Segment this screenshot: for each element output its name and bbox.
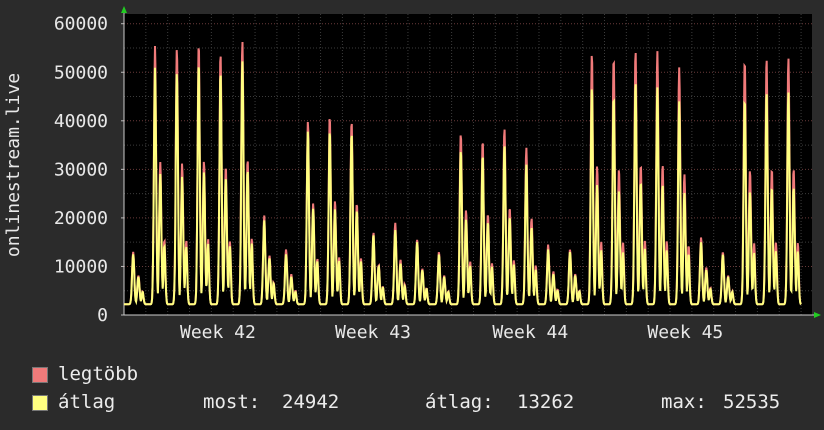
legend-swatch-legtobb <box>32 367 48 383</box>
y-tick-label: 40000 <box>54 111 108 132</box>
stat-max-label: max: <box>661 391 707 413</box>
legend-swatch-atlag <box>32 395 48 411</box>
stat-max-value: 52535 <box>723 391 781 413</box>
legend-label-legtobb: legtöbb <box>58 363 139 385</box>
y-tick-label: 30000 <box>54 159 108 180</box>
stat-most-label: most: <box>203 391 261 413</box>
y-tick-label: 0 <box>97 305 108 326</box>
y-tick-label: 50000 <box>54 62 108 83</box>
legend-label-atlag: átlag <box>58 391 116 413</box>
stat-most-value: 24942 <box>282 391 340 413</box>
stat-atlag-label: átlag: <box>425 391 494 413</box>
chart-svg: 0 10000 20000 30000 40000 50000 60000 Week 42 W… <box>3 6 821 343</box>
y-axis-label: onlinestream.live <box>3 73 24 257</box>
y-axis-arrow-icon <box>121 6 127 13</box>
x-tick-label: Week 43 <box>335 322 411 343</box>
x-tick-label: Week 45 <box>647 322 723 343</box>
y-tick-label: 10000 <box>54 256 108 277</box>
y-tick-label: 60000 <box>54 14 108 35</box>
x-axis-arrow-icon <box>814 312 821 318</box>
x-tick-label: Week 42 <box>180 322 256 343</box>
series-line-atlag <box>124 61 802 306</box>
stat-atlag-value: 13262 <box>517 391 575 413</box>
y-tick-label: 20000 <box>54 208 108 229</box>
x-tick-label: Week 44 <box>492 322 568 343</box>
